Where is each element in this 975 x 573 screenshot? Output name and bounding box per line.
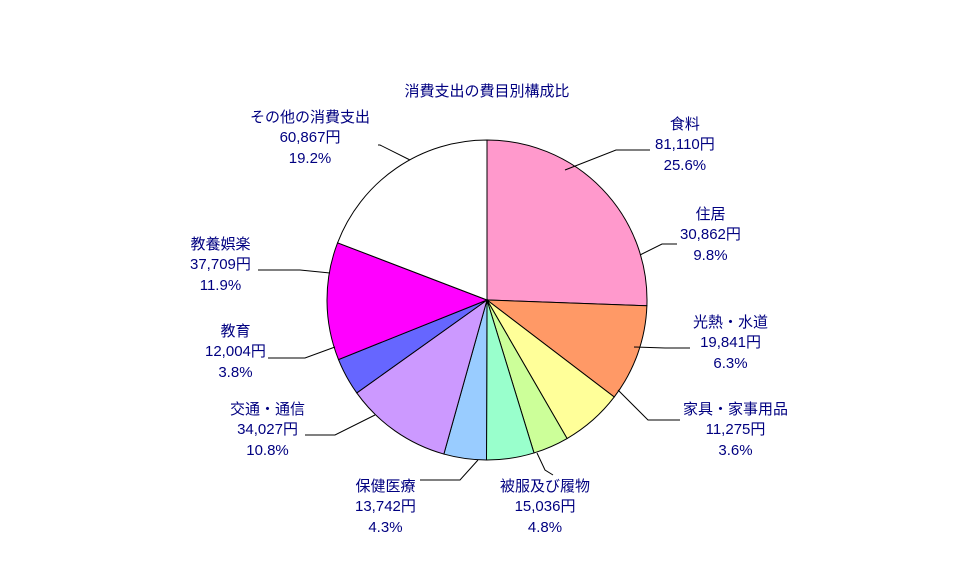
pie-chart: 消費支出の費目別構成比 食料81,110円25.6% 住居30,862円9.8% 光…	[0, 0, 975, 573]
slice-percent: 10.8%	[230, 441, 305, 461]
leader-line	[258, 270, 330, 273]
leader-line	[537, 453, 553, 475]
slice-percent: 3.6%	[683, 441, 788, 461]
slice-percent: 25.6%	[655, 156, 715, 176]
slice-label: 交通・通信34,027円10.8%	[230, 400, 305, 461]
leader-line	[268, 347, 335, 358]
slice-amount: 81,110円	[655, 135, 715, 155]
slice-name: 保健医療	[355, 477, 416, 497]
leader-line	[420, 460, 478, 480]
leader-line	[378, 145, 410, 160]
slice-percent: 4.3%	[355, 518, 416, 538]
slice-name: 食料	[655, 115, 715, 135]
slice-label: 教養娯楽37,709円11.9%	[190, 235, 251, 296]
slice-name: 被服及び履物	[500, 477, 590, 497]
slice-name: 家具・家事用品	[683, 400, 788, 420]
pie-slice	[487, 140, 647, 306]
slice-label: 住居30,862円9.8%	[680, 205, 741, 266]
slice-amount: 12,004円	[205, 342, 266, 362]
slice-percent: 4.8%	[500, 518, 590, 538]
slice-name: その他の消費支出	[250, 108, 370, 128]
slice-amount: 11,275円	[683, 420, 788, 440]
slice-percent: 3.8%	[205, 363, 266, 383]
slice-name: 住居	[680, 205, 741, 225]
slice-label: その他の消費支出60,867円19.2%	[250, 108, 370, 169]
slice-percent: 6.3%	[693, 354, 768, 374]
slice-percent: 9.8%	[680, 246, 741, 266]
slice-name: 交通・通信	[230, 400, 305, 420]
slice-label: 被服及び履物15,036円4.8%	[500, 477, 590, 538]
slice-amount: 19,841円	[693, 333, 768, 353]
slice-amount: 37,709円	[190, 255, 251, 275]
slice-label: 家具・家事用品11,275円3.6%	[683, 400, 788, 461]
slice-label: 保健医療13,742円4.3%	[355, 477, 416, 538]
leader-line	[634, 347, 690, 348]
slice-name: 教育	[205, 322, 266, 342]
slice-name: 光熱・水道	[693, 313, 768, 333]
slice-percent: 19.2%	[250, 149, 370, 169]
slice-amount: 34,027円	[230, 420, 305, 440]
slice-label: 食料81,110円25.6%	[655, 115, 715, 176]
slice-percent: 11.9%	[190, 276, 251, 296]
slice-amount: 13,742円	[355, 497, 416, 517]
leader-line	[618, 390, 680, 420]
slice-label: 光熱・水道19,841円6.3%	[693, 313, 768, 374]
chart-title: 消費支出の費目別構成比	[377, 80, 597, 101]
slice-name: 教養娯楽	[190, 235, 251, 255]
leader-line	[565, 150, 650, 170]
slice-amount: 15,036円	[500, 497, 590, 517]
leader-line	[305, 415, 375, 435]
slice-amount: 30,862円	[680, 225, 741, 245]
slice-label: 教育12,004円3.8%	[205, 322, 266, 383]
slice-amount: 60,867円	[250, 128, 370, 148]
leader-line	[640, 244, 677, 255]
